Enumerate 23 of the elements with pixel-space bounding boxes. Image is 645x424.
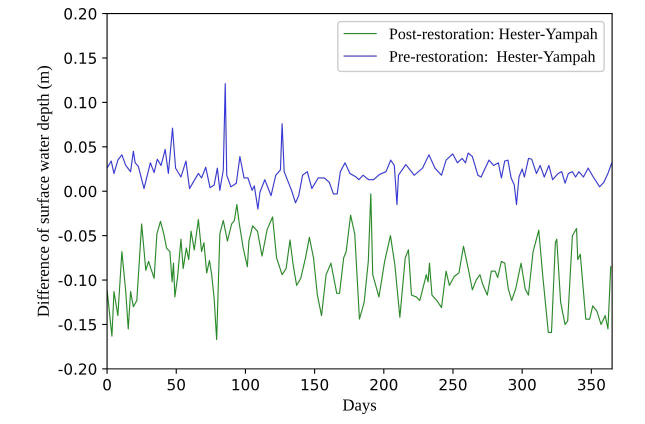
line-series	[107, 83, 612, 210]
x-tick-label: 50	[168, 378, 185, 390]
x-tick-label: 100	[232, 378, 259, 390]
y-tick-label: 0.20	[64, 8, 96, 20]
y-tick-label: 0.15	[64, 52, 96, 64]
x-tick-label: 350	[578, 378, 605, 390]
y-tick-label: 0.00	[64, 186, 96, 198]
x-tick-label: 300	[508, 378, 536, 390]
y-tick-label: 0.10	[64, 96, 96, 108]
x-tick-label: 0	[103, 378, 111, 390]
legend-label: Pre-restoration: Hester-Yampah	[389, 50, 596, 66]
y-tick-label: -0.10	[58, 274, 96, 286]
x-tick-label: 150	[302, 378, 328, 390]
y-tick-label: -0.15	[58, 318, 96, 330]
x-tick-label: 200	[370, 378, 398, 390]
line-series	[107, 193, 612, 340]
legend-label: Post-restoration: Hester-Yampah	[389, 28, 598, 43]
x-tick-label: 250	[440, 378, 467, 390]
y-tick-label: -0.05	[58, 230, 96, 242]
y-tick-label: 0.05	[64, 141, 96, 153]
x-axis-title: Days	[342, 400, 376, 414]
y-axis-title: Difference of surface water depth (m)	[36, 66, 52, 317]
y-tick-label: -0.20	[58, 363, 96, 375]
